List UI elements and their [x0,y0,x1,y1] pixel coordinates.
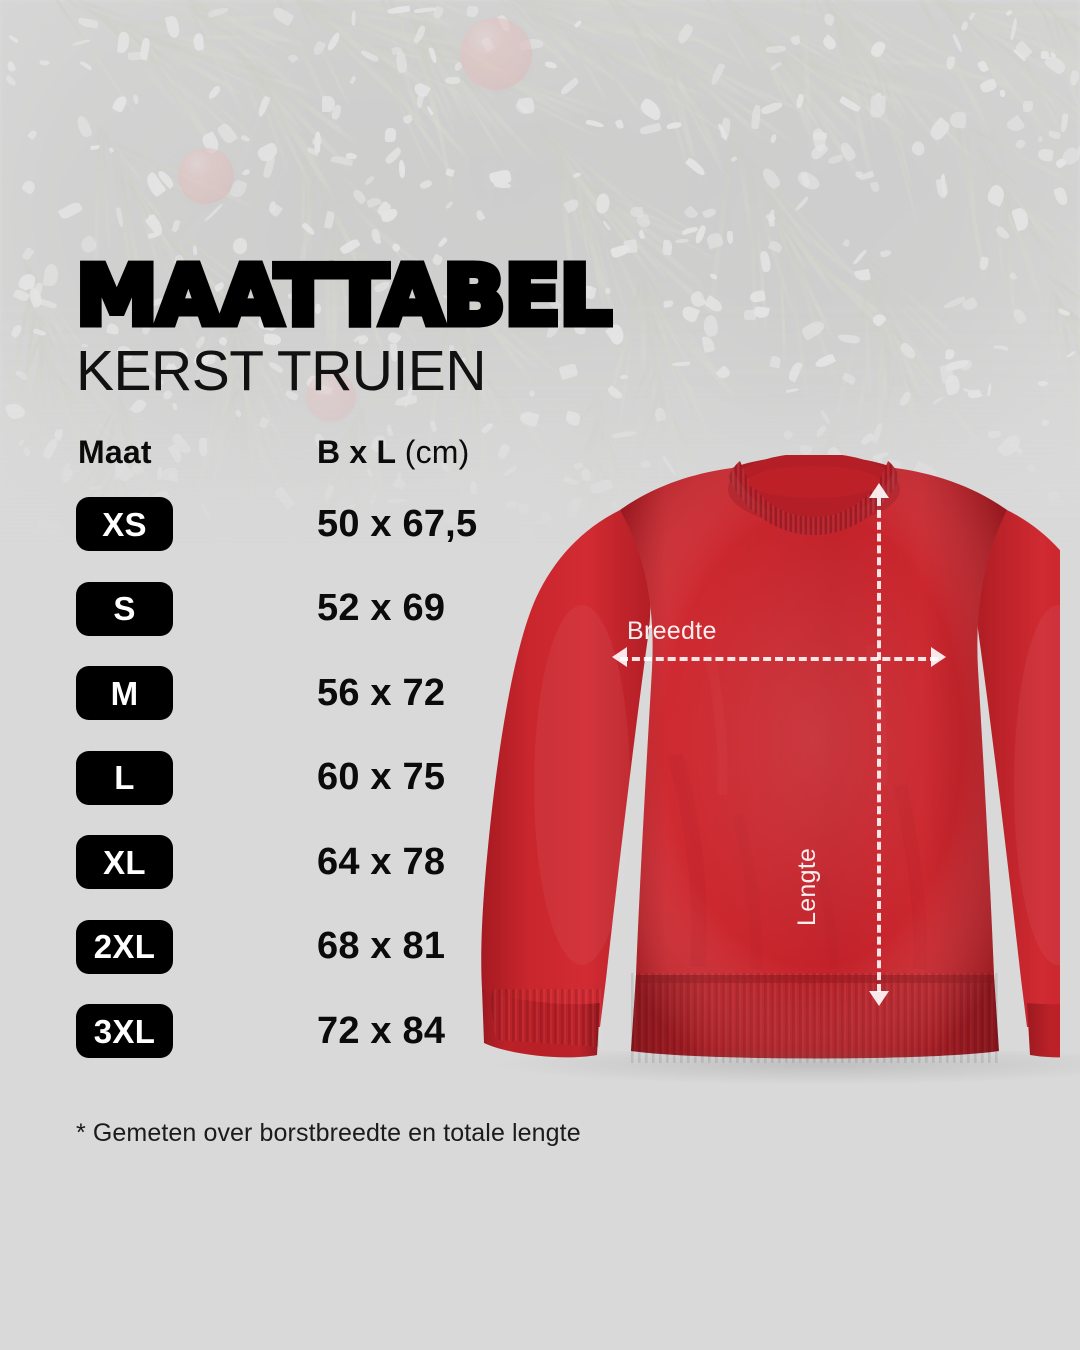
footnote: * Gemeten over borstbreedte en totale le… [76,1119,581,1147]
size-badge-3xl: 3XL [76,1004,173,1058]
size-badge-label: 3XL [93,1012,156,1050]
size-badge-xl: XL [76,835,173,889]
table-row: L 60 x 75 [0,750,560,805]
measurement-value: 72 x 84 [317,1009,446,1052]
size-badge-s: S [76,581,173,636]
sweater-shadow [490,1051,1080,1085]
table-row: 2XL 68 x 81 [0,919,560,974]
table-row: M 56 x 72 [0,666,560,720]
column-header-size: Maat [78,434,152,470]
measurement-value: 56 x 72 [317,671,446,714]
sleeve-highlight-right [1014,605,1060,965]
sweater-illustration [481,455,1060,1063]
measurement-value: 52 x 69 [317,587,446,629]
cuff-left-texture [490,989,602,1047]
sweater-shading [620,468,1007,1059]
size-badge-m: M [76,666,173,720]
size-badge-2xl: 2XL [76,919,173,974]
cuff-right [1027,1003,1060,1058]
arrow-up-icon [869,483,889,498]
length-dimension-line [877,498,881,992]
width-label: Breedte [627,617,717,645]
table-row: 3XL 72 x 84 [0,1004,560,1058]
column-header-measure-unit: (cm) [404,434,470,470]
size-badge-label: 2XL [93,928,156,965]
product-image-sweater [470,455,1080,1095]
sleeve-left [481,510,651,1027]
page-subtitle: KERST TRUIEN [76,339,486,403]
table-row: S 52 x 69 [0,581,560,636]
size-badge-l: L [76,750,173,805]
size-badge-label: XS [102,505,147,543]
column-header-measure: B x L (cm) [317,434,470,471]
size-badge-label: XL [103,843,146,881]
page-title: MAATTABEL [73,249,616,344]
arrow-down-icon [869,991,889,1006]
measurement-value: 64 x 78 [317,840,446,883]
measurement-value: 50 x 67,5 [317,502,478,545]
sleeve-highlight-left [534,605,630,965]
measurement-value: 60 x 75 [317,756,446,798]
arrow-left-icon [612,647,627,667]
size-badge-label: L [114,759,135,796]
width-dimension-line [620,657,938,661]
table-row: XL 64 x 78 [0,835,560,889]
size-badge-xs: XS [76,497,173,551]
background-wash [0,0,1080,560]
neck-tape [748,466,880,498]
size-badge-label: M [110,674,139,712]
christmas-background [0,0,1080,560]
arrow-right-icon [931,647,946,667]
measurement-value: 68 x 81 [317,925,446,967]
sleeve-right [976,510,1060,1027]
table-row: XS 50 x 67,5 [0,497,560,551]
size-badge-label: S [113,590,136,627]
length-label: Lengte [793,847,821,926]
column-header-measure-main: B x L [317,434,396,470]
